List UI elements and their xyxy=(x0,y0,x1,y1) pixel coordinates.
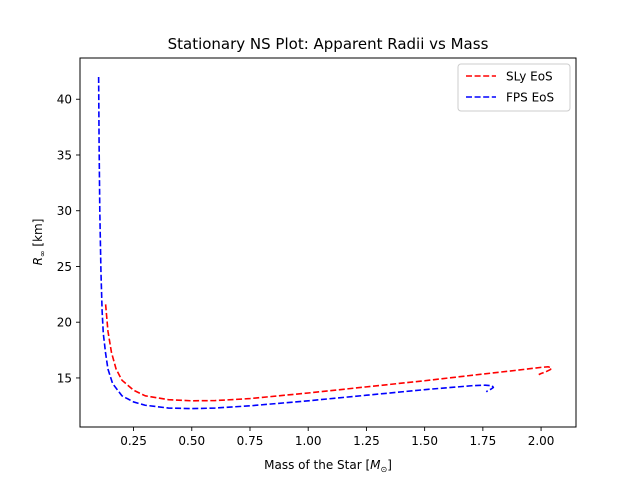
x-tick-label: 2.00 xyxy=(528,434,555,448)
chart-title: Stationary NS Plot: Apparent Radii vs Ma… xyxy=(168,35,489,53)
plot-frame xyxy=(79,57,577,428)
y-tick-label: 25 xyxy=(57,260,72,274)
plot-area xyxy=(97,76,553,410)
legend: SLy EoS FPS EoS xyxy=(457,63,571,112)
x-tick-label: 1.75 xyxy=(469,434,496,448)
x-tick-label: 0.75 xyxy=(237,434,264,448)
y-tick-label: 35 xyxy=(57,148,72,162)
x-axis-label: Mass of the Star [M⊙] xyxy=(264,458,392,474)
y-tick-label: 20 xyxy=(57,316,72,330)
x-axis: 0.25 0.50 0.75 1.00 1.25 1.50 1.75 2.00 xyxy=(120,427,554,448)
y-tick-label: 30 xyxy=(57,204,72,218)
x-tick-label: 0.50 xyxy=(178,434,205,448)
x-tick-label: 1.50 xyxy=(411,434,438,448)
y-tick-label: 40 xyxy=(57,93,72,107)
y-tick-label: 15 xyxy=(57,371,72,385)
legend-label: SLy EoS xyxy=(506,70,553,84)
legend-label: FPS EoS xyxy=(506,91,554,105)
x-tick-label: 0.25 xyxy=(120,434,147,448)
series-line-1 xyxy=(104,304,553,402)
x-tick-label: 1.00 xyxy=(295,434,322,448)
x-tick-label: 1.25 xyxy=(353,434,380,448)
y-axis: 15 20 25 30 35 40 xyxy=(57,93,80,385)
series-line-2 xyxy=(97,76,495,410)
y-axis-label: R∞ [km] xyxy=(31,219,47,266)
